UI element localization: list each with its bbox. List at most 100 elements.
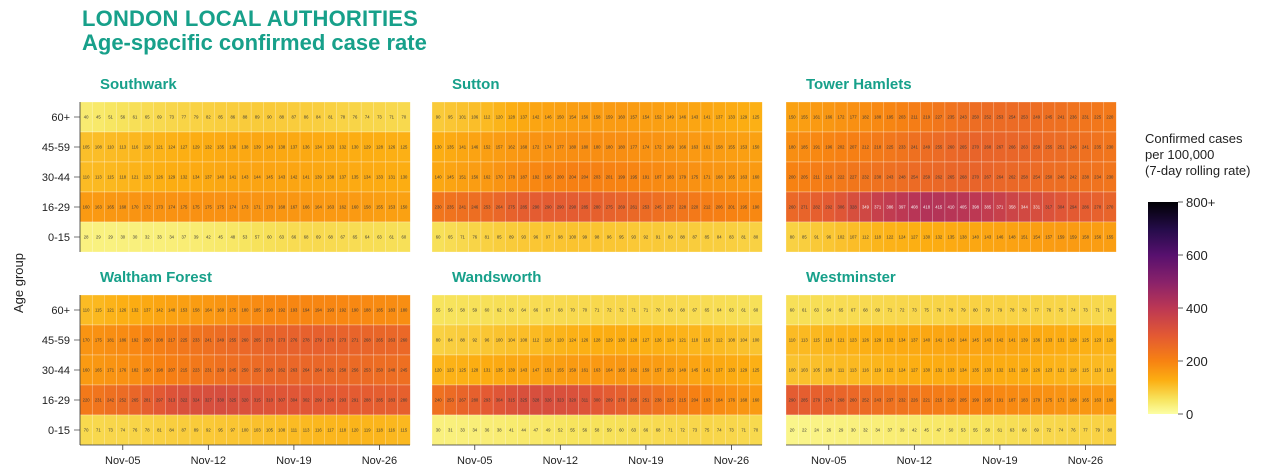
cell-label: 73 xyxy=(729,428,734,433)
cell-label: 98 xyxy=(595,235,600,240)
cell-label: 162 xyxy=(630,368,638,373)
cell-label: 245 xyxy=(655,205,663,210)
cell-label: 163 xyxy=(594,368,602,373)
cell-label: 74 xyxy=(120,428,125,433)
cell-label: 113 xyxy=(119,145,126,150)
cell-label: 285 xyxy=(376,398,384,403)
cell-label: 76 xyxy=(353,115,358,120)
cell-label: 84 xyxy=(448,338,453,343)
cell-label: 89 xyxy=(194,428,199,433)
cell-label: 110 xyxy=(83,308,90,313)
cell-label: 126 xyxy=(388,145,396,150)
cell-label: 117 xyxy=(327,428,334,433)
cell-label: 240 xyxy=(435,398,443,403)
cell-label: 76 xyxy=(1071,428,1076,433)
cell-label: 270 xyxy=(972,145,980,150)
cell-label: 81 xyxy=(328,115,333,120)
cell-label: 134 xyxy=(315,145,323,150)
cell-label: 293 xyxy=(484,398,492,403)
age-group-label: 0-15 xyxy=(48,232,70,244)
cell-label: 290 xyxy=(789,398,797,403)
cell-label: 131 xyxy=(388,175,396,180)
cell-label: 250 xyxy=(376,368,384,373)
cell-label: 190 xyxy=(752,205,760,210)
cell-label: 170 xyxy=(266,205,274,210)
cell-label: 231 xyxy=(205,368,213,373)
cell-label: 32 xyxy=(863,428,868,433)
cell-label: 113 xyxy=(801,338,808,343)
cell-label: 190 xyxy=(266,308,274,313)
cell-label: 107 xyxy=(850,235,858,240)
cell-label: 112 xyxy=(862,235,869,240)
cell-label: 264 xyxy=(996,175,1004,180)
cell-label: 53 xyxy=(243,235,248,240)
cell-label: 142 xyxy=(996,338,1004,343)
cell-label: 233 xyxy=(899,145,907,150)
cell-label: 60 xyxy=(790,308,795,313)
cell-label: 195 xyxy=(630,175,638,180)
cell-label: 220 xyxy=(1106,115,1114,120)
cell-label: 155 xyxy=(557,368,565,373)
cell-label: 129 xyxy=(740,115,748,120)
cell-label: 141 xyxy=(1009,338,1017,343)
legend-title-line: per 100,000 xyxy=(1145,147,1214,162)
cell-label: 317 xyxy=(1045,205,1053,210)
cell-label: 110 xyxy=(1107,368,1114,373)
cell-label: 71 xyxy=(668,428,673,433)
cell-label: 323 xyxy=(557,398,565,403)
cell-label: 65 xyxy=(705,308,710,313)
cell-label: 183 xyxy=(667,175,675,180)
cell-label: 267 xyxy=(996,145,1004,150)
cell-label: 167 xyxy=(290,205,298,210)
cell-label: 119 xyxy=(364,428,371,433)
cell-label: 256 xyxy=(352,368,360,373)
cell-label: 88 xyxy=(460,338,465,343)
cell-label: 62 xyxy=(497,308,502,313)
cell-label: 175 xyxy=(691,175,699,180)
cell-label: 264 xyxy=(315,368,323,373)
cell-label: 177 xyxy=(630,145,638,150)
cell-label: 260 xyxy=(850,398,858,403)
cell-label: 71 xyxy=(631,308,636,313)
cell-label: 137 xyxy=(911,338,919,343)
cell-label: 241 xyxy=(205,338,213,343)
legend-colorbar xyxy=(1148,202,1178,414)
cell-label: 152 xyxy=(484,145,492,150)
cell-label: 225 xyxy=(886,145,894,150)
cell-label: 116 xyxy=(545,338,552,343)
cell-label: 143 xyxy=(948,338,956,343)
cell-label: 128 xyxy=(594,338,602,343)
cell-label: 64 xyxy=(826,308,831,313)
cell-label: 344 xyxy=(1021,205,1029,210)
cell-label: 137 xyxy=(205,175,213,180)
cell-label: 179 xyxy=(679,175,687,180)
cell-label: 217 xyxy=(168,338,176,343)
cell-label: 243 xyxy=(960,115,968,120)
cell-label: 243 xyxy=(886,175,894,180)
cell-label: 64 xyxy=(717,308,722,313)
cell-label: 86 xyxy=(304,115,309,120)
cell-label: 127 xyxy=(642,338,650,343)
cell-label: 100 xyxy=(496,338,504,343)
cell-label: 193 xyxy=(327,308,335,313)
cell-label: 73 xyxy=(377,115,382,120)
cell-label: 135 xyxy=(352,175,360,180)
cell-label: 157 xyxy=(630,115,638,120)
cell-label: 296 xyxy=(327,398,335,403)
cell-label: 61 xyxy=(998,428,1003,433)
cell-label: 164 xyxy=(315,205,323,210)
cell-label: 124 xyxy=(899,368,907,373)
cell-label: 89 xyxy=(509,235,514,240)
cell-label: 150 xyxy=(557,115,565,120)
cell-label: 133 xyxy=(327,145,335,150)
cell-label: 113 xyxy=(95,175,102,180)
age-group-label: 45-59 xyxy=(42,142,70,154)
cell-label: 148 xyxy=(1009,235,1017,240)
cell-label: 98 xyxy=(558,235,563,240)
cell-label: 276 xyxy=(290,338,298,343)
cell-label: 241 xyxy=(1082,145,1090,150)
cell-label: 405 xyxy=(960,205,968,210)
cell-label: 234 xyxy=(1094,175,1102,180)
cell-label: 211 xyxy=(911,115,918,120)
cell-label: 63 xyxy=(631,428,636,433)
